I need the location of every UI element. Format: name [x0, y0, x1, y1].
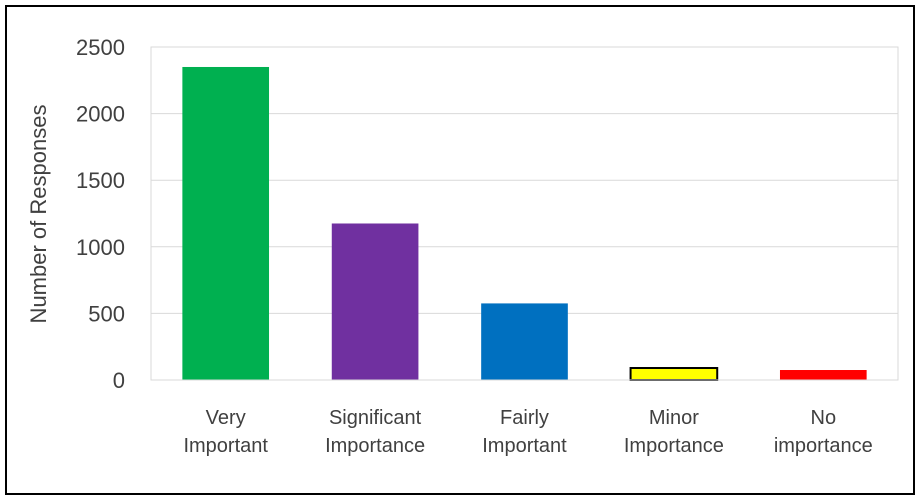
x-tick-label-line: Importance	[624, 435, 724, 457]
x-tick-label: Fairly Important	[482, 407, 567, 457]
x-tick-label: Very Important	[183, 407, 268, 457]
y-tick-label: 1000	[76, 235, 125, 260]
y-tick-label: 2000	[76, 102, 125, 127]
x-tick-label-line: Fairly	[500, 407, 549, 429]
bar[interactable]	[182, 66, 270, 380]
x-tick-label-line: Important	[183, 435, 268, 457]
x-tick-label-line: importance	[774, 435, 873, 457]
x-tick-label-line: Important	[482, 435, 567, 457]
x-tick-label: Significant Importance	[325, 407, 425, 457]
bar-chart: 0 500 1000 1500 2000 2500 Very Important Signifi…	[26, 35, 899, 457]
bar[interactable]	[779, 370, 867, 380]
y-tick-label: 500	[88, 301, 125, 326]
x-tick-label-line: Significant	[329, 407, 422, 429]
x-tick-label-line: Importance	[325, 435, 425, 457]
x-tick-label-line: Very	[206, 407, 246, 429]
x-tick-label: No importance	[774, 407, 873, 457]
y-tick-label: 1500	[76, 168, 125, 193]
y-axis-title: Number of Responses	[26, 105, 51, 324]
bar[interactable]	[331, 223, 419, 380]
chart-frame	[5, 5, 915, 495]
y-tick-label: 0	[113, 368, 125, 393]
x-tick-label-line: Minor	[649, 407, 699, 429]
bar[interactable]	[629, 367, 719, 381]
x-tick-label-line: No	[811, 407, 837, 429]
y-tick-label: 2500	[76, 35, 125, 60]
bar[interactable]	[481, 303, 568, 380]
x-tick-label: Minor Importance	[624, 407, 724, 457]
